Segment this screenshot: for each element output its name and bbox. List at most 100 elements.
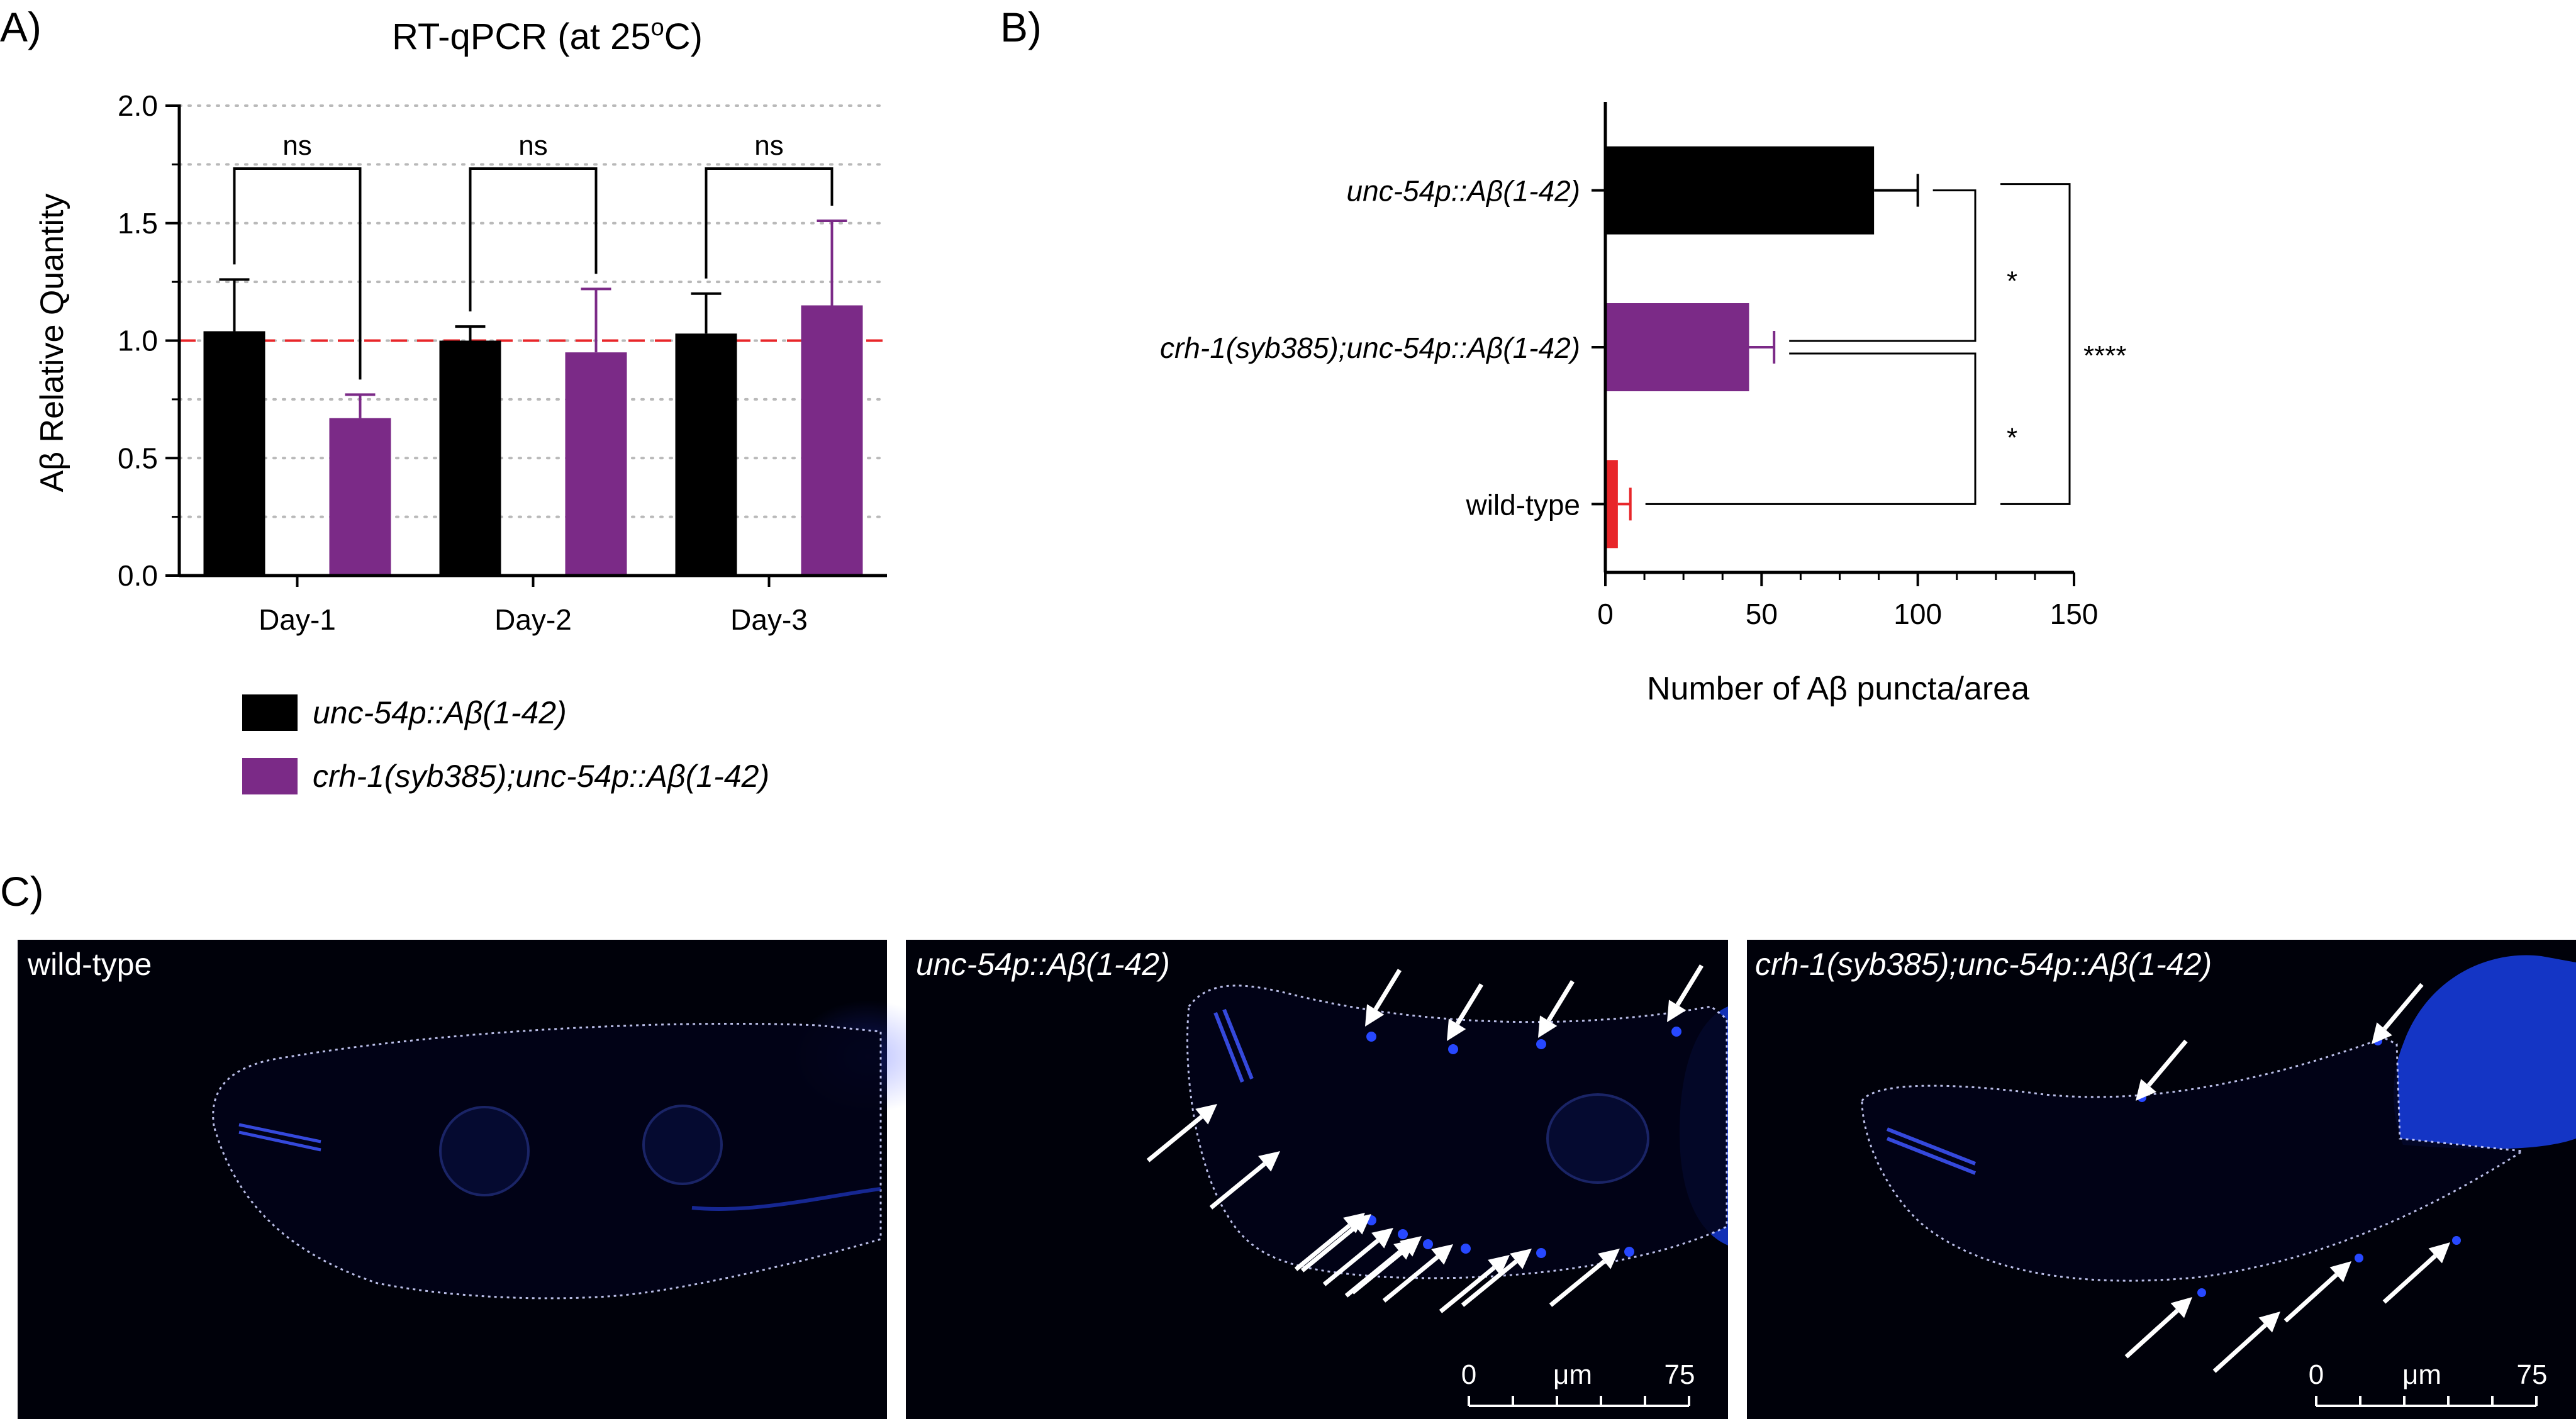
amyloid-punctum <box>1448 1044 1458 1054</box>
significance-label: * <box>2007 265 2017 296</box>
significance-label: ns <box>754 130 783 161</box>
panel-c-letter: C) <box>0 868 44 915</box>
amyloid-punctum <box>1671 1027 1681 1037</box>
arrow-head <box>1447 1018 1466 1041</box>
chart-a-y-ticks: 0.0 0.5 1.0 1.5 2.0 <box>118 89 179 592</box>
micrograph-3-worm-outline <box>1861 1037 2526 1282</box>
amyloid-punctum <box>1398 1229 1408 1239</box>
significance-label: ns <box>518 130 547 161</box>
y-tick-label: 0.5 <box>118 442 158 474</box>
arrow-shaft <box>2124 1308 2179 1359</box>
bar-1-day-1 <box>203 331 265 576</box>
hbar-3 <box>1605 460 1618 549</box>
hbar-2 <box>1605 303 1749 391</box>
micrograph-1-bulb-1 <box>439 1106 530 1196</box>
significance-label: * <box>2007 423 2017 454</box>
amyloid-punctum <box>1536 1039 1546 1049</box>
micrograph-3-arrows <box>2124 983 2450 1373</box>
x-tick-label: Day-3 <box>730 603 808 636</box>
chart-a-error-bars <box>219 220 847 418</box>
arrow-shaft <box>1675 964 1703 1006</box>
arrow-shaft <box>1300 1225 1358 1273</box>
legend-swatch-series-2 <box>242 758 298 794</box>
arrow-head <box>2428 1242 2450 1264</box>
arrow-head <box>1667 1000 1687 1022</box>
arrow-head <box>1538 1015 1558 1038</box>
arrow-shaft <box>1461 1259 1518 1307</box>
arrow-shaft <box>1382 1255 1439 1303</box>
chart-b-x-ticks: 0 50 100 150 <box>1597 572 2098 630</box>
micrograph-1-pharynx <box>238 1123 321 1152</box>
arrow-shaft <box>2382 1254 2437 1304</box>
significance-bracket <box>469 167 598 312</box>
arrow-shaft <box>1439 1266 1496 1313</box>
panel-c: C) wild-type <box>0 868 2576 1419</box>
arrow-head <box>1258 1151 1280 1172</box>
panel-b-letter: B) <box>1000 4 1042 50</box>
arrow-shaft <box>1373 969 1402 1011</box>
micrograph-2-scale-bar: 0 μm 75 <box>1461 1359 1695 1407</box>
significance-bracket <box>233 167 362 380</box>
micrograph-3-scale-bar: 0 μm 75 <box>2309 1359 2548 1407</box>
arrow-head <box>1365 1004 1385 1027</box>
x-tick-label: 100 <box>1893 598 1942 630</box>
arrow-shaft <box>2146 1039 2188 1087</box>
hbar-1 <box>1605 146 1875 235</box>
arrow-head <box>2170 1297 2192 1318</box>
y-tick-label: 2.0 <box>118 89 158 122</box>
category-label: crh-1(syb385);unc-54p::Aβ(1-42) <box>1160 331 1580 364</box>
chart-a-legend: unc-54p::Aβ(1-42) crh-1(syb385);unc-54p:… <box>242 694 769 794</box>
chart-a-x-ticks: Day-1 Day-2 Day-3 <box>259 576 808 636</box>
panel-b: B) unc-54p::Aβ(1-42)crh-1(syb385);unc-54… <box>1000 4 2127 707</box>
x-tick-label: 0 <box>1597 598 1614 630</box>
significance-label: ns <box>282 130 311 161</box>
micrograph-2-scale-unit: μm <box>1553 1359 1592 1390</box>
chart-b-bars <box>1605 146 1875 549</box>
significance-label: **** <box>2083 340 2127 371</box>
micrograph-2-worm-outline <box>1186 984 1728 1279</box>
arrow-head <box>1598 1249 1620 1269</box>
y-tick-label: 1.0 <box>118 325 158 357</box>
x-tick-label: 150 <box>2050 598 2099 630</box>
micrograph-3-scale-line <box>2315 1396 2538 1407</box>
chart-a-ylabel: Aβ Relative Quantity <box>34 193 70 492</box>
x-tick-label: Day-1 <box>259 603 336 636</box>
micrograph-3-pharynx <box>1886 1127 1977 1175</box>
arrow-shaft <box>2212 1323 2267 1373</box>
arrow-head <box>1400 1236 1422 1257</box>
amyloid-punctum <box>1366 1032 1376 1042</box>
micrograph-2-scale-end: 75 <box>1664 1359 1695 1390</box>
chart-b-significance: ****** <box>1645 183 2127 505</box>
arrow-head <box>1371 1228 1393 1249</box>
arrow-head <box>2136 1079 2156 1101</box>
x-tick-label: Day-2 <box>494 603 572 636</box>
arrow-head <box>2258 1312 2280 1333</box>
micrograph-crh1: crh-1(syb385);unc-54p::Aβ(1-42) 0 μm 75 <box>1747 940 2576 1419</box>
chart-a-bars <box>203 305 863 576</box>
bar-2-day-2 <box>565 352 627 576</box>
legend-label-series-1: unc-54p::Aβ(1-42) <box>313 695 567 730</box>
bar-2-day-3 <box>801 305 863 576</box>
significance-bracket <box>1789 189 1977 342</box>
legend-label-series-2: crh-1(syb385);unc-54p::Aβ(1-42) <box>313 759 769 794</box>
significance-bracket <box>705 167 834 279</box>
micrograph-1-signal-band <box>691 1187 881 1211</box>
significance-bracket <box>1645 352 1977 505</box>
amyloid-punctum <box>1624 1247 1634 1257</box>
micrograph-2-label: unc-54p::Aβ(1-42) <box>916 947 1170 982</box>
micrograph-3-scale-end: 75 <box>2517 1359 2548 1390</box>
category-label: wild-type <box>1465 488 1580 521</box>
arrow-head <box>1488 1255 1510 1276</box>
micrograph-1-label: wild-type <box>27 947 152 982</box>
micrograph-2-arrows <box>1146 964 1703 1313</box>
legend-swatch-series-1 <box>242 694 298 731</box>
arrow-shaft <box>1549 1259 1606 1307</box>
micrograph-wild-type: wild-type <box>18 940 944 1419</box>
micrograph-1-bulb-2 <box>642 1105 723 1185</box>
arrow-head <box>2329 1261 2351 1283</box>
micrograph-1-worm-outline <box>212 1022 882 1300</box>
chart-a-title: RT-qPCR (at 25oC) <box>392 14 703 57</box>
bar-1-day-3 <box>675 333 737 576</box>
chart-b-xlabel: Number of Aβ puncta/area <box>1647 671 2029 707</box>
